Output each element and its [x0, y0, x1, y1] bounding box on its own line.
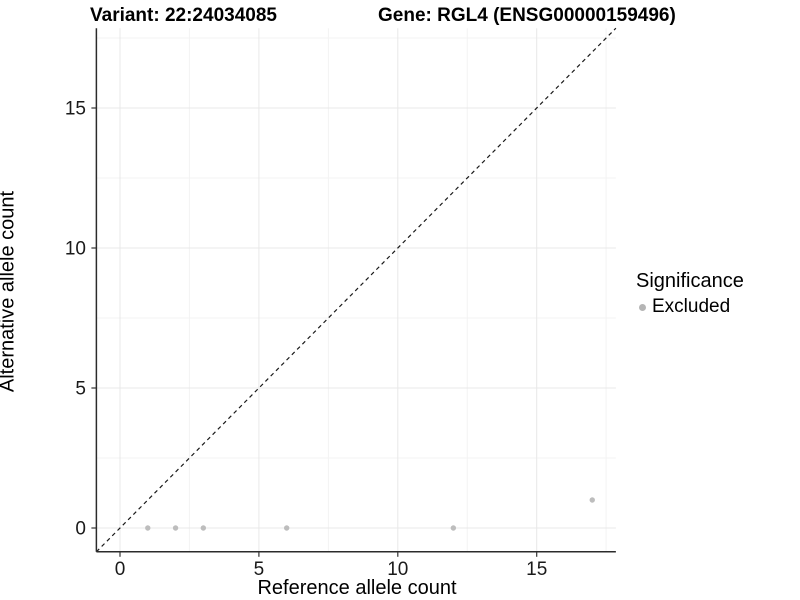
gene-title: Gene: RGL4 (ENSG00000159496)	[378, 5, 676, 26]
legend: Significance Excluded	[636, 270, 744, 318]
x-tick-label: 0	[115, 559, 126, 580]
y-tick-label: 15	[65, 99, 86, 120]
y-tick-label: 10	[65, 239, 86, 260]
legend-title: Significance	[636, 270, 744, 292]
legend-item-label: Excluded	[652, 296, 731, 317]
x-tick-label: 5	[254, 559, 265, 580]
legend-point-icon	[639, 303, 646, 311]
variant-title: Variant: 22:24034085	[90, 5, 277, 26]
data-point	[450, 525, 457, 531]
data-point	[589, 497, 595, 503]
x-tick-label: 15	[526, 559, 547, 580]
x-tick-label: 10	[387, 559, 408, 580]
data-point	[200, 525, 207, 531]
y-tick-label: 0	[75, 519, 86, 540]
data-point	[145, 525, 151, 531]
data-point	[283, 525, 290, 531]
y-tick-label: 5	[75, 379, 86, 400]
identity-line	[95, 27, 617, 553]
y-axis-title: Alternative allele count	[0, 190, 19, 393]
data-point	[172, 525, 179, 531]
legend-item-excluded: Excluded	[636, 296, 744, 318]
x-axis-title: Reference allele count	[257, 577, 457, 599]
